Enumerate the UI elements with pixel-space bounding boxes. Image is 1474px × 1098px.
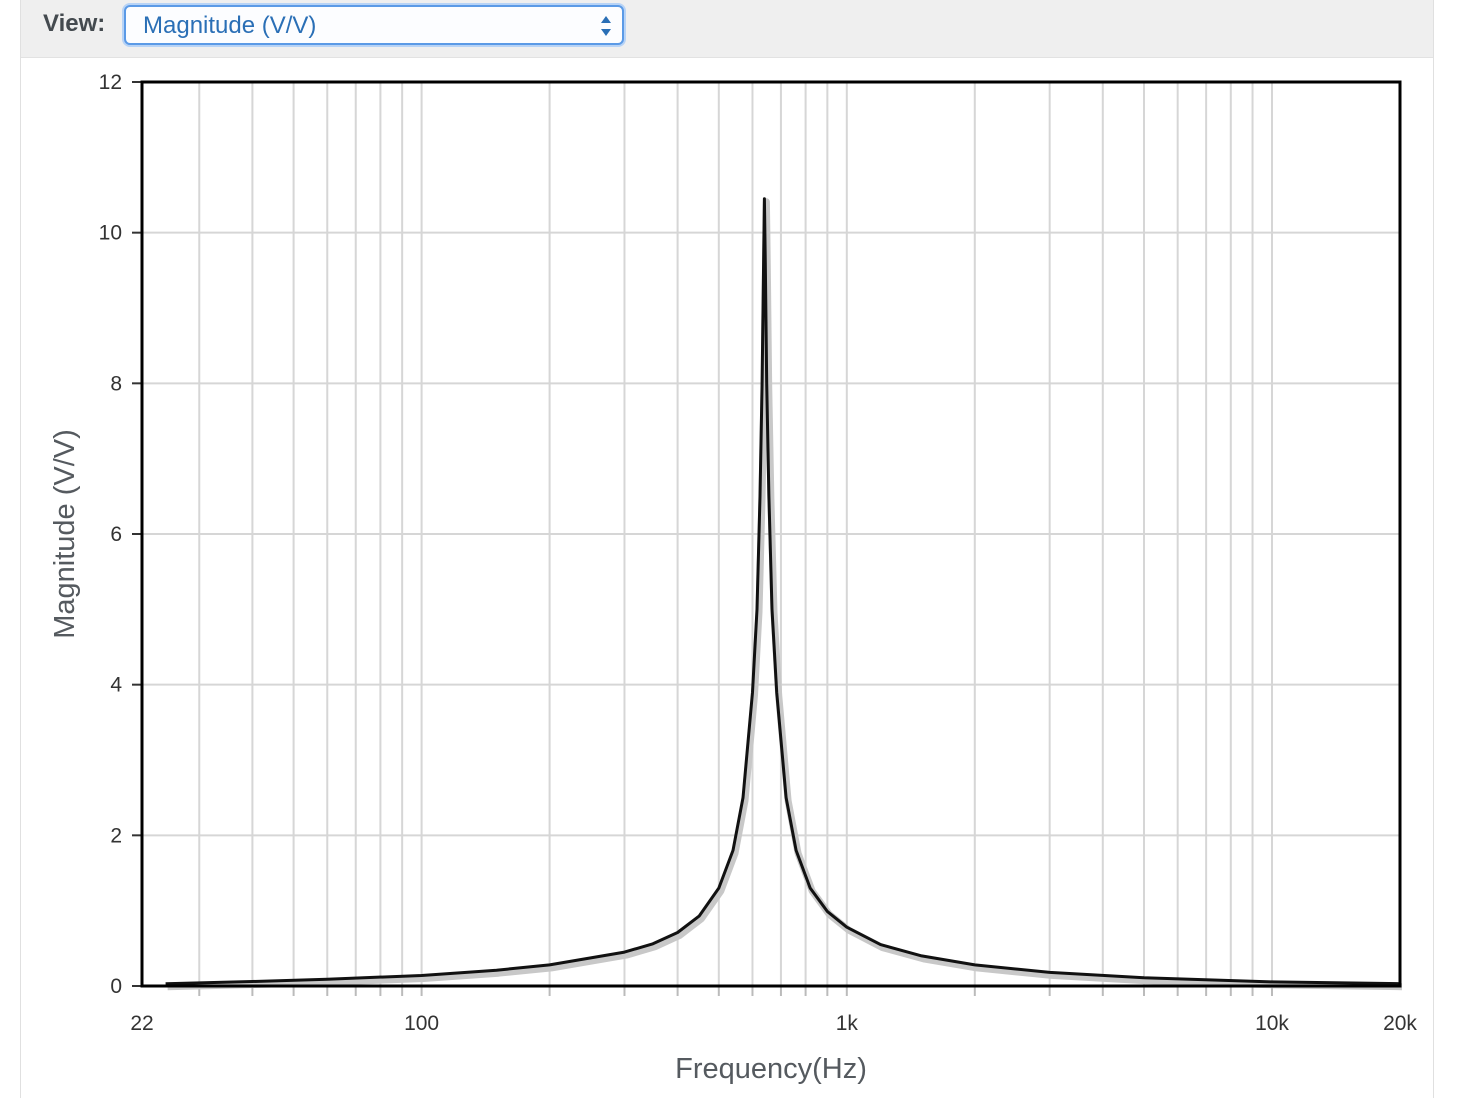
view-select[interactable]: Magnitude (V/V)	[124, 5, 624, 45]
series-line	[165, 197, 1401, 986]
axis-ticks	[132, 81, 1274, 996]
y-tick-label: 6	[110, 523, 122, 546]
chart-panel: View: Magnitude (V/V)	[20, 0, 1434, 1098]
y-tick-label: 10	[99, 222, 122, 245]
y-axis-title: Magnitude (V/V)	[49, 429, 81, 639]
x-tick-label: 20k	[1383, 1012, 1417, 1035]
x-tick-label: 100	[404, 1012, 439, 1035]
y-tick-label: 12	[99, 71, 122, 94]
x-tick-label: 10k	[1255, 1012, 1289, 1035]
view-toolbar: View: Magnitude (V/V)	[21, 0, 1433, 58]
y-tick-label: 2	[110, 824, 122, 847]
view-select-value: Magnitude (V/V)	[143, 12, 317, 39]
plot-frame	[140, 80, 1402, 988]
tick-labels: 0 2 4 6 8 10 12 22 100 1k 10k 20k	[99, 71, 1418, 1035]
y-tick-label: 0	[110, 975, 122, 998]
x-tick-label: 1k	[836, 1012, 859, 1035]
series-line-shadow	[167, 198, 1403, 991]
select-updown-icon	[601, 16, 611, 36]
x-tick-label: 22	[130, 1012, 153, 1035]
view-label: View:	[43, 10, 106, 37]
y-tick-label: 4	[110, 674, 122, 697]
x-axis-title: Frequency(Hz)	[675, 1053, 867, 1085]
y-tick-label: 8	[110, 372, 122, 395]
